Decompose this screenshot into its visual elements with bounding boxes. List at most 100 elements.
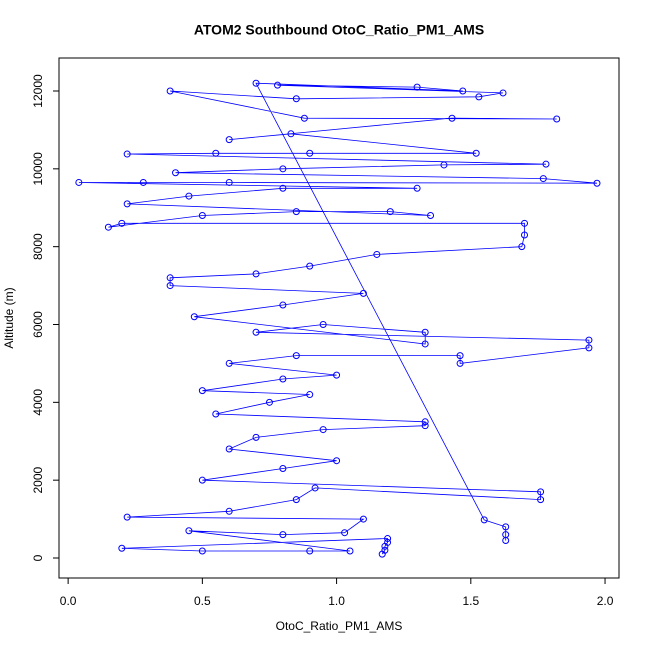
x-tick-label: 1.5 (462, 594, 479, 608)
x-axis-label: OtoC_Ratio_PM1_AMS (276, 619, 403, 633)
data-point (359, 515, 367, 523)
data-point (274, 81, 282, 89)
data-point (198, 212, 206, 220)
data-point (279, 531, 287, 539)
data-point (333, 457, 341, 465)
data-point (537, 496, 545, 504)
y-axis-label: Altitude (m) (2, 287, 16, 348)
data-point (279, 184, 287, 192)
data-point (518, 243, 526, 251)
data-point (521, 231, 529, 239)
data-point (75, 178, 83, 186)
data-point (225, 136, 233, 144)
data-point (300, 114, 308, 122)
data-point (306, 547, 314, 555)
data-line (78, 82, 598, 555)
data-point (190, 313, 198, 321)
data-point (306, 149, 314, 157)
data-point (118, 219, 126, 227)
data-point (198, 476, 206, 484)
data-point (448, 114, 456, 122)
y-tick-label: 8000 (31, 233, 45, 260)
data-point (185, 527, 193, 535)
x-tick-label: 0.5 (194, 594, 211, 608)
data-point (279, 464, 287, 472)
data-point (311, 484, 319, 492)
data-point (292, 352, 300, 360)
data-point (306, 262, 314, 270)
data-point (104, 223, 112, 231)
data-point (279, 301, 287, 309)
y-tick-label: 0 (31, 554, 45, 561)
data-point (456, 352, 464, 360)
data-point (252, 270, 260, 278)
data-point (386, 208, 394, 216)
data-point (440, 161, 448, 169)
data-point (279, 375, 287, 383)
data-point (373, 250, 381, 258)
data-point (384, 535, 392, 543)
data-point (319, 426, 327, 434)
data-point (346, 547, 354, 555)
data-point (539, 175, 547, 183)
y-tick-label: 12000 (31, 74, 45, 108)
data-point (502, 523, 510, 531)
data-point (413, 184, 421, 192)
data-point (502, 536, 510, 544)
data-point (456, 359, 464, 367)
data-point (333, 371, 341, 379)
x-tick-label: 0.0 (60, 594, 77, 608)
data-point (166, 274, 174, 282)
data-point (225, 359, 233, 367)
data-point (480, 516, 488, 524)
data-point (499, 89, 507, 97)
data-point (359, 289, 367, 297)
data-point (225, 445, 233, 453)
plot-frame (58, 57, 620, 579)
data-point (123, 200, 131, 208)
data-point (123, 513, 131, 521)
data-point (225, 178, 233, 186)
data-point (384, 538, 392, 546)
data-point (381, 546, 389, 554)
data-point (139, 178, 147, 186)
data-point (252, 433, 260, 441)
data-point (252, 79, 260, 87)
data-point (319, 320, 327, 328)
data-point (421, 328, 429, 336)
data-point (287, 130, 295, 138)
data-point (593, 179, 601, 187)
data-point (341, 529, 349, 537)
data-point (166, 87, 174, 95)
data-point (472, 149, 480, 157)
data-point (427, 212, 435, 220)
data-point (292, 208, 300, 216)
data-point (212, 149, 220, 157)
data-point (421, 418, 429, 426)
y-tick-label: 2000 (31, 466, 45, 493)
data-point (537, 488, 545, 496)
y-tick-label: 6000 (31, 311, 45, 338)
data-point (585, 344, 593, 352)
chart-title: ATOM2 Southbound OtoC_Ratio_PM1_AMS (194, 22, 484, 38)
data-point (198, 547, 206, 555)
data-point (123, 150, 131, 158)
data-point (166, 282, 174, 290)
data-point (306, 391, 314, 399)
data-point (265, 398, 273, 406)
data-point (185, 192, 193, 200)
x-tick-label: 1.0 (328, 594, 345, 608)
data-point (172, 169, 180, 177)
data-point (542, 160, 550, 168)
data-point (421, 422, 429, 430)
data-point (292, 95, 300, 103)
data-point (585, 336, 593, 344)
data-point (475, 93, 483, 101)
data-point (413, 83, 421, 91)
data-point (553, 115, 561, 123)
y-tick-label: 4000 (31, 389, 45, 416)
data-point (459, 87, 467, 95)
data-point (118, 544, 126, 552)
data-point (292, 496, 300, 504)
